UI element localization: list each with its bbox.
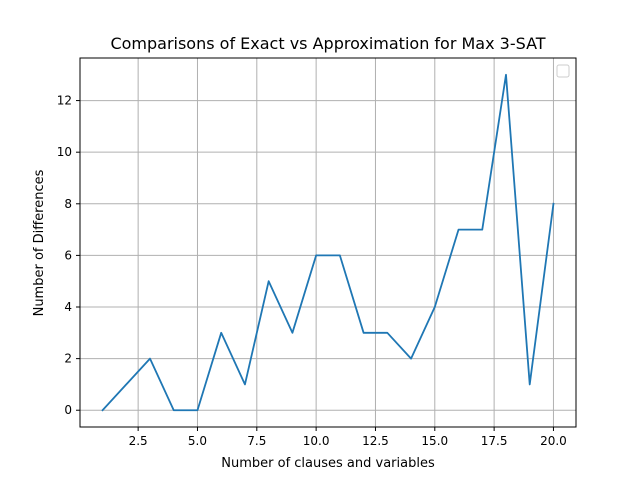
y-axis-label: Number of Differences xyxy=(32,169,47,316)
x-axis-label: Number of clauses and variables xyxy=(221,456,435,471)
legend-box xyxy=(556,64,570,78)
series-line xyxy=(101,73,555,412)
plot-frame xyxy=(79,57,577,428)
x-tick-label: 20.0 xyxy=(540,434,567,448)
x-tick-label: 5.0 xyxy=(188,434,207,448)
y-tick-label: 8 xyxy=(64,197,72,211)
y-tick-label: 6 xyxy=(64,248,72,262)
x-tick-label: 12.5 xyxy=(362,434,389,448)
y-tick-label: 0 xyxy=(64,403,72,417)
x-tick-label: 2.5 xyxy=(129,434,148,448)
x-tick-label: 7.5 xyxy=(247,434,266,448)
series-layer xyxy=(101,73,555,412)
chart-title: Comparisons of Exact vs Approximation fo… xyxy=(110,34,545,53)
y-tick-label: 12 xyxy=(57,94,72,108)
x-tick-label: 17.5 xyxy=(481,434,508,448)
y-tick-label: 10 xyxy=(57,145,72,159)
x-tick-label: 15.0 xyxy=(421,434,448,448)
x-tick-label: 10.0 xyxy=(303,434,330,448)
y-tick-label: 2 xyxy=(64,352,72,366)
y-tick-label: 4 xyxy=(64,300,72,314)
y-axis-ticks: 0 2 4 6 8 10 12 xyxy=(57,94,80,417)
x-axis-ticks: 2.5 5.0 7.5 10.0 12.5 15.0 17.5 20.0 xyxy=(129,427,567,448)
